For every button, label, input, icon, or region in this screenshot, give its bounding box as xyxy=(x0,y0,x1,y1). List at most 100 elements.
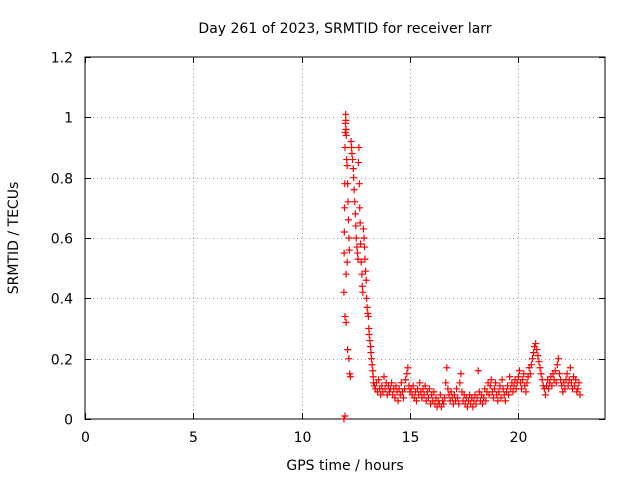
y-tick-label: 0.6 xyxy=(51,232,73,248)
data-point xyxy=(360,234,368,242)
data-point xyxy=(340,415,348,423)
data-points xyxy=(340,110,584,423)
data-point xyxy=(514,373,522,381)
data-point xyxy=(346,370,354,378)
data-point xyxy=(340,288,348,296)
data-point xyxy=(564,382,572,390)
data-point xyxy=(349,156,357,164)
data-point xyxy=(400,394,407,402)
data-point xyxy=(450,391,458,399)
x-axis: 0 5 10 15 20 xyxy=(81,57,527,446)
data-point xyxy=(388,379,396,387)
data-point xyxy=(368,361,376,369)
data-point xyxy=(498,376,506,384)
data-point xyxy=(495,388,503,396)
grid-lines xyxy=(85,57,605,419)
data-point xyxy=(357,258,365,266)
data-point xyxy=(421,382,429,390)
data-point xyxy=(447,388,455,396)
data-point xyxy=(563,370,571,378)
data-point xyxy=(541,391,549,399)
data-point xyxy=(499,385,507,393)
data-point xyxy=(575,379,583,387)
data-point xyxy=(534,352,542,360)
data-point xyxy=(536,364,544,372)
data-point xyxy=(455,400,463,408)
data-point xyxy=(343,258,351,266)
data-point xyxy=(380,373,388,381)
y-tick-label: 0.2 xyxy=(51,353,73,369)
data-point xyxy=(436,391,444,399)
data-point xyxy=(366,337,374,345)
y-axis-label: SRMTID / TECUs xyxy=(6,182,22,295)
data-point xyxy=(351,210,359,218)
data-point xyxy=(474,367,482,375)
data-point xyxy=(367,343,375,351)
data-point xyxy=(576,391,584,399)
data-point xyxy=(482,397,490,405)
data-point xyxy=(345,355,353,363)
data-point xyxy=(472,400,480,408)
y-tick-label: 0.4 xyxy=(51,292,73,308)
data-point xyxy=(457,370,465,378)
data-point xyxy=(342,131,350,139)
data-point xyxy=(347,137,355,145)
data-point xyxy=(394,397,402,405)
data-point xyxy=(364,312,372,320)
data-point xyxy=(443,364,451,372)
data-point xyxy=(352,222,360,230)
y-tick-label: 1.2 xyxy=(51,51,73,67)
data-point xyxy=(533,346,541,354)
data-point xyxy=(518,385,526,393)
data-point xyxy=(375,376,383,384)
x-tick-label: 0 xyxy=(81,430,90,446)
data-point xyxy=(426,385,433,393)
data-point xyxy=(413,397,420,405)
data-point xyxy=(574,385,582,393)
data-point xyxy=(403,370,411,378)
data-point xyxy=(528,355,536,363)
data-point xyxy=(349,165,357,173)
x-tick-label: 10 xyxy=(294,430,312,446)
data-point xyxy=(367,349,375,357)
data-point xyxy=(356,204,364,212)
data-point xyxy=(362,267,370,275)
data-point xyxy=(551,367,559,375)
data-point xyxy=(341,128,349,136)
data-point xyxy=(365,331,373,339)
data-point xyxy=(532,340,540,348)
data-point xyxy=(378,382,386,390)
data-point xyxy=(353,243,361,251)
data-point xyxy=(369,373,377,381)
data-point xyxy=(548,382,556,390)
data-point xyxy=(572,376,580,384)
data-point xyxy=(537,370,545,378)
data-point xyxy=(486,382,494,390)
data-point xyxy=(354,255,362,263)
data-point xyxy=(345,234,353,242)
data-point xyxy=(361,255,369,263)
data-point xyxy=(424,394,432,402)
data-point xyxy=(497,394,505,402)
data-point xyxy=(442,379,450,387)
data-point xyxy=(363,294,371,302)
data-point xyxy=(441,394,449,402)
x-tick-label: 15 xyxy=(402,430,420,446)
data-point xyxy=(346,373,354,381)
data-point xyxy=(479,400,487,408)
data-point xyxy=(350,186,358,194)
data-point xyxy=(509,388,517,396)
x-axis-label: GPS time / hours xyxy=(286,458,403,474)
data-point xyxy=(341,312,349,320)
data-point xyxy=(340,228,348,236)
data-point xyxy=(556,370,563,378)
data-point xyxy=(554,355,562,363)
data-point xyxy=(456,379,464,387)
data-point xyxy=(355,180,363,188)
data-point xyxy=(453,385,461,393)
data-point xyxy=(341,144,349,151)
data-point xyxy=(362,276,370,284)
data-point xyxy=(430,388,438,396)
data-point xyxy=(342,110,350,118)
